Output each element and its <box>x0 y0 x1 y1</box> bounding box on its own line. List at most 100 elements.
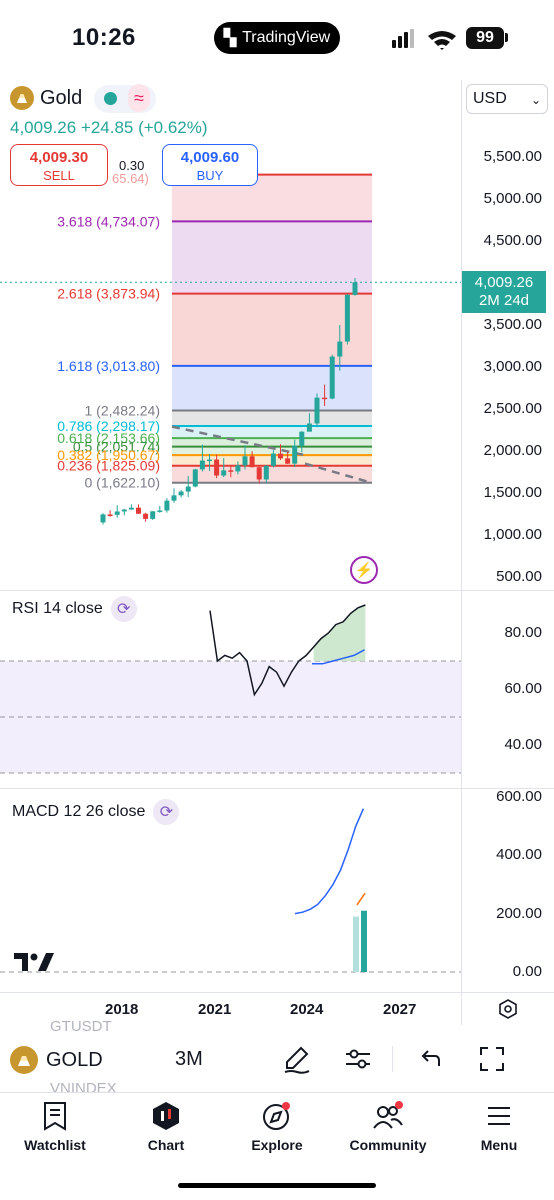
nav-label: Chart <box>147 1137 185 1153</box>
rsi-pane[interactable] <box>0 591 554 787</box>
status-time: 10:26 <box>72 24 136 51</box>
signal-bar <box>392 40 396 48</box>
trendline-upper <box>171 425 306 457</box>
candle-body <box>128 507 134 510</box>
nav-explore[interactable]: Explore <box>227 1101 327 1153</box>
candle-body <box>207 459 212 462</box>
macd-pane[interactable] <box>0 789 554 991</box>
candle-body <box>314 397 320 424</box>
community-icon <box>373 1101 403 1129</box>
price-axis-label: 1,500.00 <box>483 484 542 501</box>
buy-price: 4,009.60 <box>180 149 240 166</box>
rsi-axis-label: 60.00 <box>504 680 542 697</box>
candle-body <box>150 511 156 519</box>
buy-button[interactable]: 4,009.60 BUY <box>162 144 258 186</box>
indicators-sliders-icon[interactable] <box>343 1044 373 1074</box>
candle-body <box>292 445 298 464</box>
sell-button[interactable]: 4,009.30 SELL <box>10 144 108 186</box>
candle-body <box>352 282 358 295</box>
gold-bar-icon <box>10 86 34 110</box>
compass-icon <box>263 1102 290 1130</box>
candle-body <box>143 513 149 519</box>
nav-chart[interactable]: Chart <box>116 1101 216 1153</box>
symbol-header[interactable]: Gold <box>10 86 82 110</box>
toolbar-symbol[interactable]: GOLD <box>10 1046 103 1074</box>
price-axis-label: 5,000.00 <box>483 190 542 207</box>
candle-body <box>157 510 163 512</box>
candle-body <box>121 509 127 512</box>
signal-wifi-icons <box>392 29 456 50</box>
candle-body <box>249 456 255 468</box>
ghost-symbol-above: GTUSDT <box>50 1018 112 1035</box>
tradingview-logo-icon <box>14 953 54 971</box>
fib-zone <box>172 410 372 426</box>
candle-body <box>299 431 305 446</box>
rsi-line <box>209 604 366 697</box>
macd-title[interactable]: MACD 12 26 close ⟳ <box>12 799 180 825</box>
toolbar-divider <box>392 1046 393 1072</box>
brush-draw-icon[interactable] <box>281 1044 311 1074</box>
watchlist-icon <box>44 1102 66 1131</box>
candle-body <box>214 459 220 476</box>
candle-body <box>107 514 113 516</box>
tag-price: 4,009.26 <box>474 274 534 291</box>
signal-bar <box>410 29 414 48</box>
currency-select[interactable]: USD ⌄ <box>466 84 548 114</box>
rsi-ma-line <box>312 649 365 665</box>
rsi-axis-label: 40.00 <box>504 736 542 753</box>
fib-label: 0.236 (1,825.09) <box>57 458 160 474</box>
price-axis-label: 1,000.00 <box>483 526 542 543</box>
nav-watchlist[interactable]: Watchlist <box>5 1101 105 1153</box>
rsi-title[interactable]: RSI 14 close ⟳ <box>12 596 137 622</box>
toolbar-symbol-text: GOLD <box>46 1048 103 1071</box>
price-axis-label: 2,000.00 <box>483 442 542 459</box>
symbol-name: Gold <box>40 86 83 109</box>
candle-body <box>306 423 312 432</box>
pane-separator[interactable] <box>0 590 554 591</box>
price-axis-label: 5,500.00 <box>483 148 542 165</box>
nav-community[interactable]: Community <box>338 1101 438 1153</box>
candle-body <box>178 491 184 496</box>
battery-nub <box>505 33 508 42</box>
buy-label: BUY <box>196 168 224 183</box>
interval-button[interactable]: 3M <box>175 1048 203 1070</box>
fib-label: 1 (2,482.24) <box>85 402 161 418</box>
candle-body <box>185 486 191 492</box>
nav-menu[interactable]: Menu <box>449 1101 549 1153</box>
time-axis-label: 2024 <box>290 1001 324 1018</box>
candle-body <box>278 453 283 459</box>
signal-bar <box>404 32 408 48</box>
currency-value: USD <box>473 90 507 107</box>
settings-hex-icon[interactable] <box>497 998 519 1020</box>
fullscreen-icon[interactable] <box>477 1044 507 1074</box>
fib-zone <box>172 465 372 483</box>
fib-label: 0 (1,622.10) <box>85 475 161 491</box>
fib-zone <box>172 365 372 411</box>
undo-icon[interactable] <box>415 1044 445 1074</box>
last-price-change: 4,009.26 +24.85 (+0.62%) <box>10 118 208 137</box>
candle-body <box>270 453 276 466</box>
spread-value: 0.30 <box>119 158 145 173</box>
refresh-cycle-icon[interactable]: ⟳ <box>153 799 180 825</box>
home-indicator <box>178 1183 376 1188</box>
candle-body <box>242 456 248 466</box>
chart-icon <box>153 1102 179 1130</box>
lightning-icon[interactable]: ⚡ <box>350 556 378 584</box>
chevron-down-icon: ⌄ <box>530 93 541 107</box>
macd-line <box>294 808 365 915</box>
fib-zone <box>172 438 372 447</box>
price-chart[interactable]: 3.618 (4,734.07) 2.618 (3,873.94) 1.618 (3… <box>0 115 554 590</box>
fib-label: 1.618 (3,013.80) <box>57 358 160 374</box>
candle-body <box>337 341 343 357</box>
tag-countdown: 2M 24d <box>478 292 530 309</box>
macd-axis-label: 0.00 <box>512 963 542 980</box>
time-axis-label: 2021 <box>198 1001 232 1018</box>
candle-body <box>263 465 269 480</box>
pane-separator[interactable] <box>0 788 554 789</box>
candle-body <box>235 465 241 472</box>
gold-bar-icon <box>10 1046 38 1074</box>
fib-label: 0.786 (2,298.17) <box>57 418 160 434</box>
refresh-cycle-icon[interactable]: ⟳ <box>110 596 137 622</box>
nav-label: Community <box>349 1137 427 1153</box>
bottom-nav: Watchlist Chart Explore Community Menu <box>0 1092 554 1162</box>
